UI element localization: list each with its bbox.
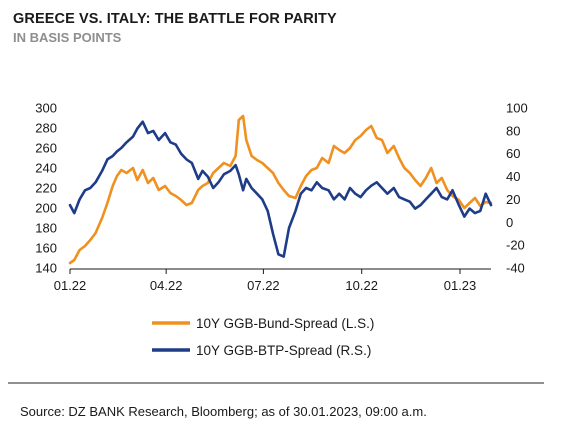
series-line-btp <box>68 120 493 258</box>
x-tick-label: 07.22 <box>247 278 280 293</box>
left-tick-label: 160 <box>35 241 57 256</box>
legend: 10Y GGB-Bund-Spread (L.S.) 10Y GGB-BTP-S… <box>152 316 374 358</box>
right-tick-label: 0 <box>506 215 513 230</box>
left-tick-label: 180 <box>35 221 57 236</box>
x-axis: 01.22 04.22 07.22 10.22 01.23 <box>54 268 491 293</box>
left-tick-label: 280 <box>35 121 57 136</box>
x-tick-label: 01.22 <box>54 278 87 293</box>
x-tick-label: 04.22 <box>150 278 183 293</box>
right-y-axis: -40 -20 0 20 40 60 80 100 <box>506 101 528 276</box>
right-tick-label: 80 <box>506 123 520 138</box>
x-tick-label: 01.23 <box>444 278 477 293</box>
legend-label-bund: 10Y GGB-Bund-Spread (L.S.) <box>196 316 374 331</box>
plot-area <box>68 114 493 265</box>
left-tick-label: 140 <box>35 261 57 276</box>
right-tick-label: 100 <box>506 101 528 116</box>
left-tick-label: 300 <box>35 101 57 116</box>
right-tick-label: 40 <box>506 169 520 184</box>
series-line-bund <box>68 114 493 265</box>
right-tick-label: 20 <box>506 192 520 207</box>
x-tick-label: 10.22 <box>345 278 378 293</box>
left-tick-label: 240 <box>35 161 57 176</box>
chart-subtitle: IN BASIS POINTS <box>13 30 122 45</box>
legend-label-btp: 10Y GGB-BTP-Spread (R.S.) <box>196 343 371 358</box>
left-tick-label: 200 <box>35 201 57 216</box>
right-tick-label: -40 <box>506 261 525 276</box>
source-note: Source: DZ BANK Research, Bloomberg; as … <box>20 404 427 419</box>
left-tick-label: 260 <box>35 141 57 156</box>
right-tick-label: 60 <box>506 146 520 161</box>
left-tick-label: 220 <box>35 181 57 196</box>
left-y-axis: 140 160 180 200 220 240 260 280 300 <box>35 101 57 276</box>
right-tick-label: -20 <box>506 238 525 253</box>
chart-title: GREECE VS. ITALY: THE BATTLE FOR PARITY <box>13 11 337 27</box>
